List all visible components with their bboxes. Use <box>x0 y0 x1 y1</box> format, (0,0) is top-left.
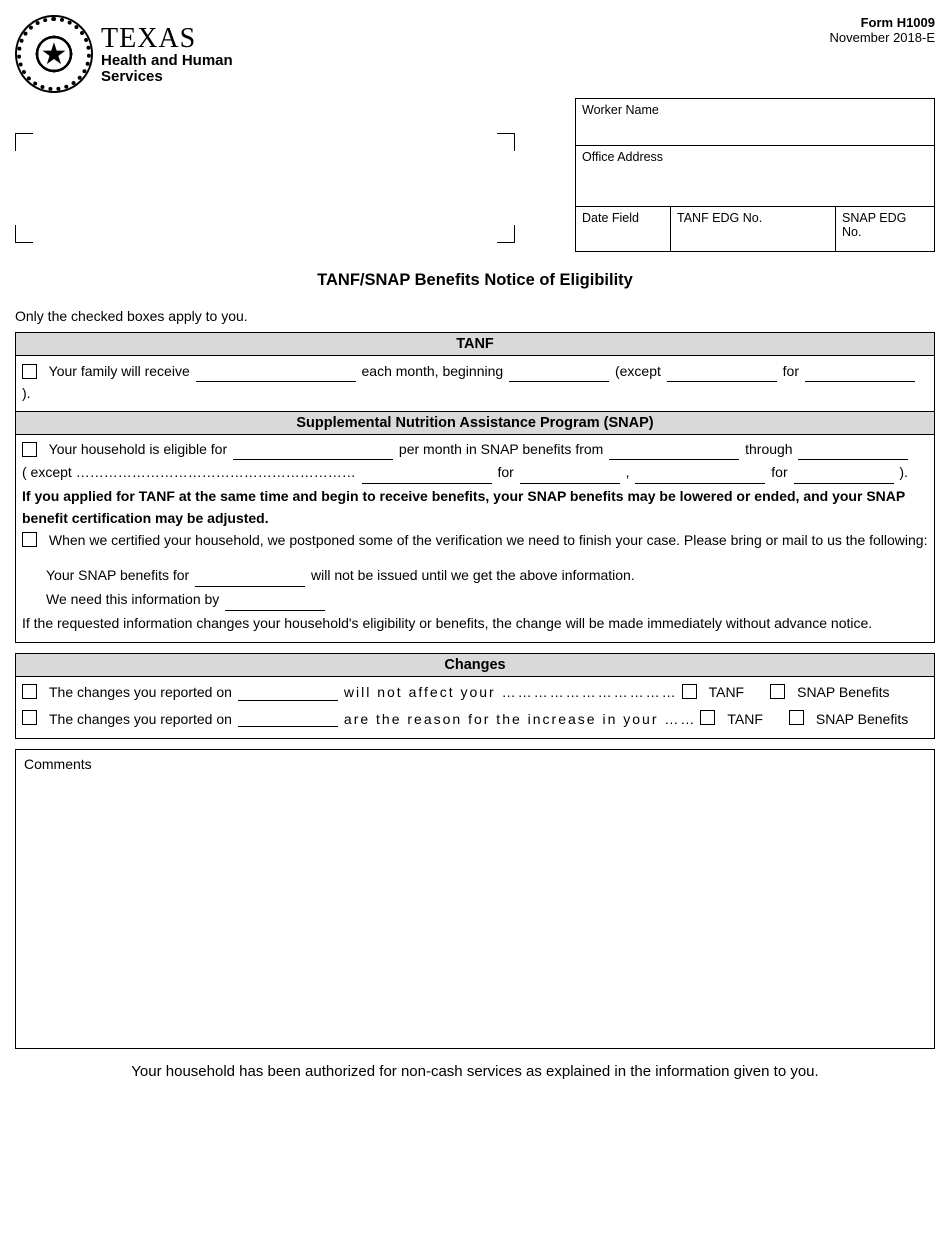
snap-edg-label: SNAP EDG No. <box>842 211 906 239</box>
comments-box[interactable]: Comments <box>15 749 935 1049</box>
office-address-cell[interactable]: Office Address <box>576 146 934 206</box>
info-box-column: Worker Name Office Address Date Field TA… <box>575 98 935 251</box>
snap-line6: If the requested information changes you… <box>22 613 928 635</box>
changes-snap-1: SNAP Benefits <box>797 681 889 703</box>
form-title: TANF/SNAP Benefits Notice of Eligibility <box>15 271 935 290</box>
tanf-for-blank[interactable] <box>805 366 915 383</box>
agency-name: TEXAS <box>101 24 233 53</box>
tanf-line1-b: each month, beginning <box>362 363 504 379</box>
snap-body: Your household is eligible for per month… <box>15 435 935 644</box>
tanf-edg-label: TANF EDG No. <box>677 211 762 225</box>
logo-block: TEXAS Health and Human Services <box>15 15 233 93</box>
tanf-amount-blank[interactable] <box>196 366 356 383</box>
changes-heading: Changes <box>15 653 935 677</box>
date-field-cell[interactable]: Date Field <box>576 207 671 251</box>
tanf-body: Your family will receive each month, beg… <box>15 356 935 412</box>
changes-checkbox-2[interactable] <box>22 710 37 725</box>
changes-date1-blank[interactable] <box>238 684 338 701</box>
tanf-line1-e: ). <box>22 385 31 401</box>
tanf-heading: TANF <box>15 332 935 356</box>
changes-checkbox-1[interactable] <box>22 684 37 699</box>
changes-tanf-2: TANF <box>727 708 763 730</box>
tanf-checkbox-1[interactable] <box>22 364 37 379</box>
snap-from-blank[interactable] <box>609 444 739 461</box>
address-window <box>15 98 575 251</box>
snap-through-blank[interactable] <box>798 444 908 461</box>
agency-text: TEXAS Health and Human Services <box>101 24 233 85</box>
tanf-line1-c: (except <box>615 363 661 379</box>
snap-for2-blank[interactable] <box>794 467 894 484</box>
snap-line2-d: for <box>771 464 787 480</box>
info-box-row3: Date Field TANF EDG No. SNAP EDG No. <box>575 206 935 252</box>
agency-sub1: Health and Human <box>101 53 233 69</box>
snap-line2-c: , <box>626 464 630 480</box>
footer-note: Your household has been authorized for n… <box>15 1063 935 1080</box>
changes-row1-b: will not affect your …………………………… <box>344 681 678 703</box>
tanf-line1-a: Your family will receive <box>49 363 190 379</box>
changes-tanf-checkbox-1[interactable] <box>682 684 697 699</box>
snap-bold-note: If you applied for TANF at the same time… <box>22 486 928 529</box>
office-address-label: Office Address <box>582 150 663 164</box>
snap-line3: When we certified your household, we pos… <box>49 532 928 548</box>
snap-line2-e: ). <box>899 464 908 480</box>
tanf-except-blank[interactable] <box>667 366 777 383</box>
snap-checkbox-2[interactable] <box>22 532 37 547</box>
snap-except-blank[interactable] <box>362 467 492 484</box>
snap-line2-a: ( except …………………………………………………… <box>22 464 356 480</box>
changes-tanf-checkbox-2[interactable] <box>700 710 715 725</box>
snap-line5-a: We need this information by <box>46 591 219 607</box>
snap-need-by-blank[interactable] <box>225 594 325 611</box>
changes-row2-a: The changes you reported on <box>49 708 232 730</box>
worker-name-label: Worker Name <box>582 103 659 117</box>
worker-name-cell[interactable]: Worker Name <box>576 99 934 145</box>
changes-row1-a: The changes you reported on <box>49 681 232 703</box>
snap-line4-b: will not be issued until we get the abov… <box>311 567 635 583</box>
date-field-label: Date Field <box>582 211 639 225</box>
changes-date2-blank[interactable] <box>238 710 338 727</box>
info-box-office: Office Address <box>575 145 935 207</box>
crop-marks <box>15 133 575 243</box>
top-grid: Worker Name Office Address Date Field TA… <box>15 98 935 251</box>
comments-label: Comments <box>24 756 92 772</box>
form-id: Form H1009 November 2018-E <box>830 15 936 45</box>
changes-snap-2: SNAP Benefits <box>816 708 908 730</box>
snap-benefits-for-blank[interactable] <box>195 570 305 587</box>
changes-body: The changes you reported on will not aff… <box>15 677 935 739</box>
snap-checkbox-1[interactable] <box>22 442 37 457</box>
snap-line1-c: through <box>745 441 792 457</box>
info-box: Worker Name <box>575 98 935 146</box>
form-code: Form H1009 <box>830 15 936 30</box>
changes-snap-checkbox-1[interactable] <box>770 684 785 699</box>
snap-for1-blank[interactable] <box>520 467 620 484</box>
snap-line1-a: Your household is eligible for <box>49 441 228 457</box>
state-seal-icon <box>15 15 93 93</box>
snap-edg-cell[interactable]: SNAP EDG No. <box>836 207 934 251</box>
snap-amount-blank[interactable] <box>233 444 393 461</box>
tanf-line1-d: for <box>783 363 799 379</box>
header-row: TEXAS Health and Human Services Form H10… <box>15 15 935 93</box>
snap-line4-a: Your SNAP benefits for <box>46 567 189 583</box>
snap-line2-b: for <box>497 464 513 480</box>
form-date: November 2018-E <box>830 30 936 45</box>
tanf-edg-cell[interactable]: TANF EDG No. <box>671 207 836 251</box>
intro-text: Only the checked boxes apply to you. <box>15 308 935 324</box>
tanf-begin-blank[interactable] <box>509 366 609 383</box>
agency-sub2: Services <box>101 69 233 85</box>
snap-comma-blank[interactable] <box>635 467 765 484</box>
snap-heading: Supplemental Nutrition Assistance Progra… <box>15 412 935 435</box>
changes-row2-b: are the reason for the increase in your … <box>344 708 696 730</box>
changes-snap-checkbox-2[interactable] <box>789 710 804 725</box>
snap-line1-b: per month in SNAP benefits from <box>399 441 603 457</box>
changes-tanf-1: TANF <box>709 681 745 703</box>
